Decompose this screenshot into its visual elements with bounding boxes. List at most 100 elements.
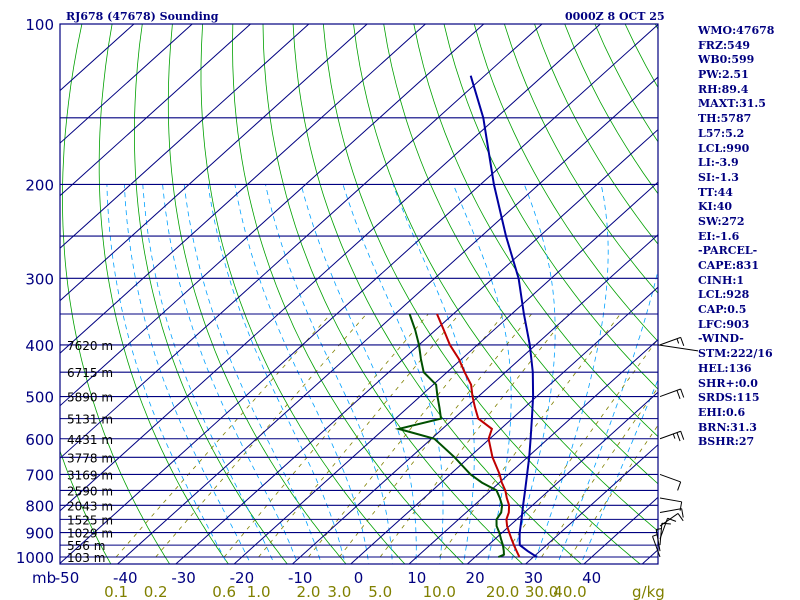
pressure-tick-label: 600 <box>25 431 54 449</box>
mixing-ratio-label: 40.0 <box>553 583 586 600</box>
mixing-ratio-label: 10.0 <box>423 583 456 600</box>
isotherm <box>60 24 426 354</box>
mixing-ratio-line <box>502 338 658 558</box>
height-label: 3169 m <box>67 468 113 482</box>
wind-barb <box>655 528 662 552</box>
pressure-tick-label: 200 <box>25 176 54 194</box>
sounding-parameter: RH:89.4 <box>698 82 749 96</box>
wind-barb <box>659 388 685 400</box>
mixing-ratio-line <box>569 424 658 558</box>
dry-adiabat <box>413 24 658 438</box>
dry-adiabat <box>322 24 641 564</box>
moist-adiabat <box>162 184 299 564</box>
sounding-parameter: CINH:1 <box>698 273 745 287</box>
temperature-tick-label: -10 <box>288 569 313 587</box>
height-label: 2590 m <box>67 484 113 498</box>
moist-adiabat <box>124 184 252 564</box>
sounding-parameter: L57:5.2 <box>698 126 745 140</box>
sounding-parameter: SI:-1.3 <box>698 170 739 184</box>
sounding-parameter: SRDS:115 <box>698 391 760 405</box>
height-label: 3778 m <box>67 451 113 465</box>
wind-profile <box>652 336 699 558</box>
height-label: 5890 m <box>67 391 113 405</box>
grid-lines <box>60 24 658 564</box>
dry-adiabat <box>353 24 658 532</box>
mixing-ratio-unit-label: g/kg <box>632 583 665 600</box>
wind-barb <box>659 497 683 511</box>
mixing-ratio-label: 0.6 <box>212 583 236 600</box>
moist-adiabat <box>392 184 475 564</box>
sounding-parameter: CAPE:831 <box>698 259 759 272</box>
chart-timestamp: 0000Z 8 OCT 25 <box>565 10 665 23</box>
isotherm <box>60 24 543 459</box>
temperature-tick-label: -20 <box>230 569 255 587</box>
sounding-parameter: LCL:928 <box>698 288 750 302</box>
pressure-tick-label: 1000 <box>16 549 54 567</box>
moist-adiabat <box>265 184 393 564</box>
mixing-ratio-label: 1.0 <box>247 583 271 600</box>
sounding-parameter: SHR+:0.0 <box>698 376 758 390</box>
mixing-ratio-label: 3.0 <box>327 583 351 600</box>
isotherm <box>408 339 658 564</box>
pressure-tick-label: 400 <box>25 337 54 355</box>
wind-barb <box>659 336 685 347</box>
mixing-ratio-label: 0.1 <box>104 583 128 600</box>
dry-adiabat <box>133 24 288 564</box>
isotherm <box>60 24 368 302</box>
temperature-tick-label: 10 <box>407 569 426 587</box>
height-label: 1029 m <box>67 527 113 541</box>
dry-adiabat <box>504 24 658 294</box>
isotherm <box>60 24 658 564</box>
sounding-parameter: -PARCEL- <box>698 244 758 258</box>
pressure-tick-label: 500 <box>25 389 54 407</box>
isotherm <box>60 24 251 197</box>
sounding-parameter: LI:-3.9 <box>698 156 739 170</box>
mixing-ratio-line <box>541 386 658 558</box>
pressure-tick-label: 800 <box>25 497 54 515</box>
wind-barb <box>659 517 677 540</box>
pressure-tick-label: 900 <box>25 525 54 543</box>
height-label: 7620 m <box>67 339 113 353</box>
moist-adiabat <box>580 378 658 564</box>
dry-adiabat <box>232 24 465 564</box>
isotherm <box>116 76 658 564</box>
sounding-parameters-panel: WMO:47678 FRZ:549 WB0:599 PW:2.51 RH:89.4 MAX… <box>698 24 798 450</box>
mixing-ratio-line <box>379 313 569 558</box>
isotherm <box>524 444 658 564</box>
moist-adiabat <box>106 184 228 564</box>
sounding-parameter: SW:272 <box>698 214 745 228</box>
height-label: 2043 m <box>67 499 113 513</box>
height-label: 556 m <box>67 539 105 553</box>
temperature-tick-label: 30 <box>524 569 543 587</box>
sounding-parameter: WMO:47678 <box>698 24 775 37</box>
sounding-parameter: -WIND- <box>698 332 744 346</box>
wind-barb <box>652 534 661 558</box>
dry-adiabat <box>473 24 658 342</box>
isotherm <box>60 24 193 144</box>
moist-adiabat <box>510 184 556 564</box>
mixing-ratio-line <box>258 313 460 558</box>
isotherm <box>60 24 310 249</box>
isotherm <box>60 24 601 512</box>
moist-adiabat <box>300 184 417 564</box>
moist-adiabat <box>533 184 609 564</box>
sounding-parameter: CAP:0.5 <box>698 303 747 317</box>
height-label: 1525 m <box>67 513 113 527</box>
height-label: 6715 m <box>67 366 113 380</box>
dry-adiabat <box>200 24 406 564</box>
pressure-tick-label: 300 <box>25 270 54 288</box>
moist-adiabat <box>557 268 658 564</box>
moist-adiabat <box>183 184 322 564</box>
sounding-parameter: WB0:599 <box>698 53 755 67</box>
sounding-parameter: MAXT:31.5 <box>698 97 766 111</box>
plot-frame <box>59 23 659 565</box>
temperature-tick-label: 40 <box>582 569 601 587</box>
dry-adiabat <box>383 24 658 485</box>
mixing-ratio-label: 5.0 <box>368 583 392 600</box>
moist-adiabat <box>142 184 275 564</box>
mixing-ratio-label: 20.0 <box>486 583 519 600</box>
temperature-trace <box>436 313 521 558</box>
pressure-tick-label: 100 <box>25 16 54 34</box>
